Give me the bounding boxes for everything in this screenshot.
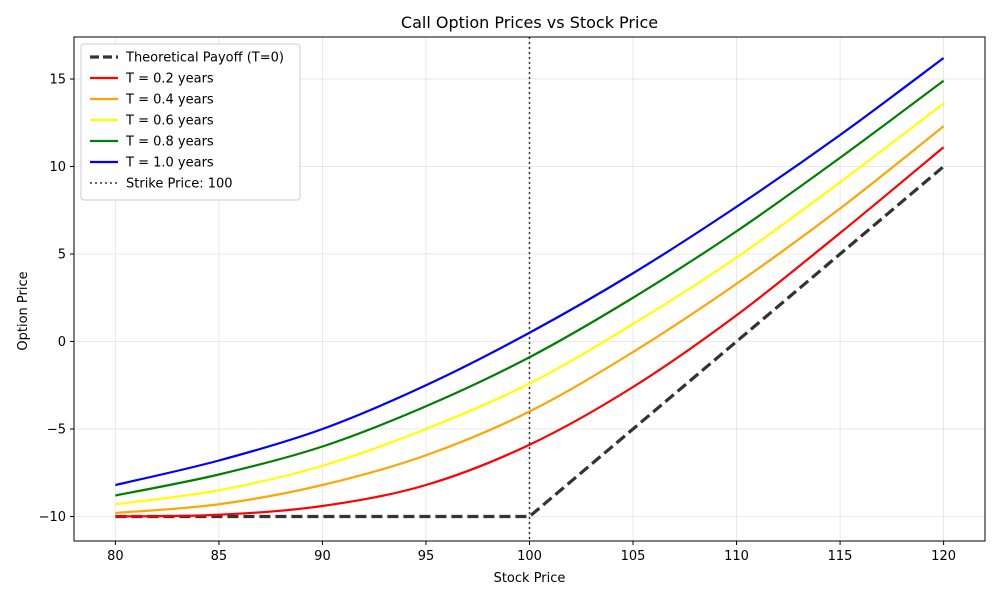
legend-label-2: T = 0.4 years [125, 93, 214, 108]
x-tick-label: 85 [211, 549, 228, 564]
legend-label-6: Strike Price: 100 [126, 177, 233, 192]
x-axis-label: Stock Price [494, 571, 566, 586]
x-tick-label: 80 [107, 549, 124, 564]
y-tick-label: 5 [58, 248, 66, 263]
x-tick-label: 100 [517, 549, 542, 564]
legend-box [80, 43, 301, 201]
series-line-4 [115, 79, 945, 497]
y-tick-label: −5 [47, 423, 66, 438]
x-tick-label: 120 [931, 549, 956, 564]
series-group [115, 57, 945, 519]
series-line-5 [115, 57, 945, 487]
legend-label-1: T = 0.2 years [125, 72, 214, 87]
series-line-3 [115, 102, 945, 506]
legend-label-3: T = 0.6 years [125, 114, 214, 129]
x-tick-label: 105 [621, 549, 646, 564]
chart-title: Call Option Prices vs Stock Price [401, 13, 658, 32]
y-tick-label: 0 [58, 335, 66, 350]
y-axis-label: Option Price [16, 271, 31, 350]
x-tick-label: 95 [418, 549, 435, 564]
x-tick-label: 90 [314, 549, 331, 564]
y-axis: −10 −5 0 5 10 15 [39, 73, 74, 525]
series-line-1 [115, 146, 945, 518]
legend-label-4: T = 0.8 years [125, 135, 214, 150]
series-line-2 [115, 125, 945, 515]
legend-label-5: T = 1.0 years [125, 156, 214, 171]
x-tick-label: 110 [724, 549, 749, 564]
y-tick-label: 10 [49, 160, 66, 175]
y-tick-label: −10 [39, 510, 66, 525]
y-tick-label: 15 [49, 73, 66, 88]
legend: Theoretical Payoff (T=0) T = 0.2 years T =… [80, 43, 301, 201]
x-axis: 80 85 90 95 100 105 110 115 120 [107, 541, 956, 564]
series-line-0 [115, 165, 945, 519]
x-tick-label: 115 [828, 549, 853, 564]
legend-label-0: Theoretical Payoff (T=0) [125, 51, 284, 66]
